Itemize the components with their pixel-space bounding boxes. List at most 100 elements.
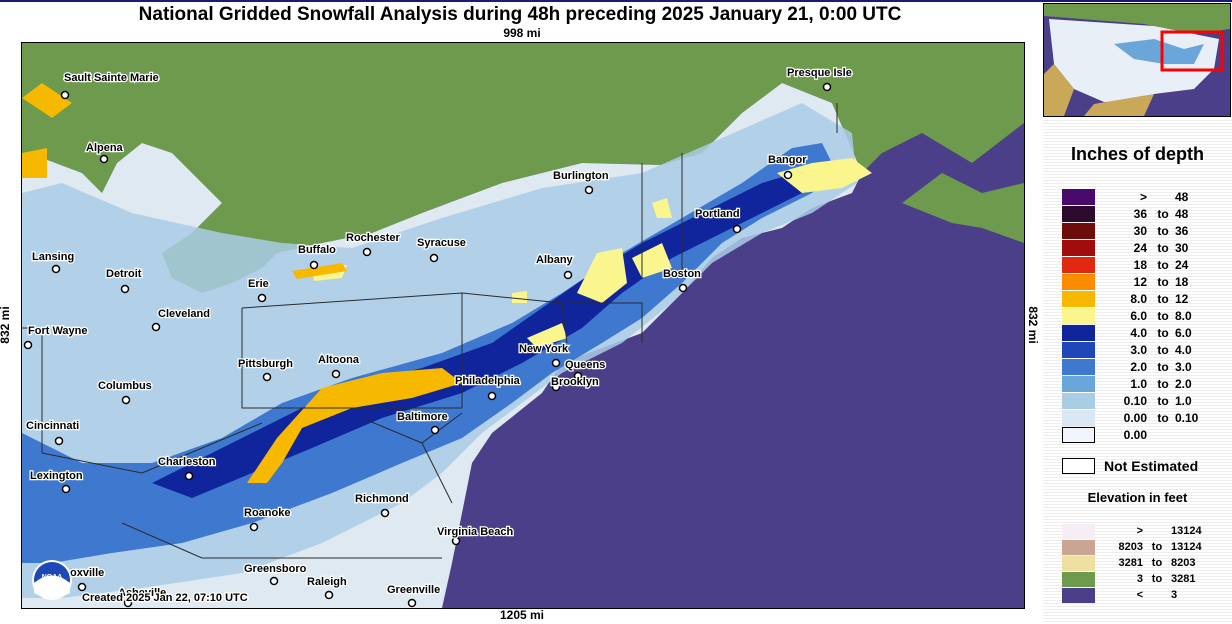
not-estimated-label: Not Estimated (1104, 458, 1199, 474)
city-label-boston: Boston (663, 268, 701, 280)
city-label-greensboro: Greensboro (244, 563, 307, 575)
city-label-greenville: Greenville (387, 584, 440, 596)
city-marker-lexington[interactable] (61, 484, 71, 494)
legend-swatch (1062, 223, 1095, 239)
overview-inset-map[interactable] (1043, 3, 1231, 117)
city-label-queens: Queens (565, 359, 605, 371)
snowfall-map[interactable]: Sault Sainte Marie Alpena Lansing Detroit Fo… (21, 42, 1025, 609)
legend-swatch (1062, 342, 1095, 358)
noaa-logo-text: NOAA (42, 574, 63, 581)
city-marker-albany[interactable] (563, 270, 573, 280)
city-marker-portland[interactable] (732, 224, 742, 234)
city-label-fort-wayne: Fort Wayne (28, 325, 88, 337)
elevation-swatch (1062, 524, 1095, 539)
city-label-altoona: Altoona (318, 354, 360, 366)
snow-band-6to8 (247, 368, 462, 483)
city-marker-burlington[interactable] (584, 185, 594, 195)
city-marker-sault-sainte-marie[interactable] (60, 90, 70, 100)
city-label-philadelphia: Philadelphia (455, 375, 521, 387)
right-height-label: 832 mi (1026, 306, 1040, 344)
city-marker-roanoke[interactable] (249, 522, 259, 532)
noaa-logo: NOAA (32, 560, 72, 600)
city-marker-buffalo[interactable] (309, 260, 319, 270)
city-label-knoxville: oxville (70, 567, 104, 579)
city-label-sault-sainte-marie: Sault Sainte Marie (64, 72, 159, 84)
city-label-erie: Erie (248, 278, 269, 290)
city-marker-pittsburgh[interactable] (262, 372, 272, 382)
city-marker-fort-wayne[interactable] (23, 340, 33, 350)
not-estimated-swatch (1062, 458, 1095, 474)
city-label-charleston: Charleston (158, 456, 216, 468)
city-marker-syracuse[interactable] (429, 253, 439, 263)
legend-swatch (1062, 240, 1095, 256)
legend-swatch (1062, 410, 1095, 426)
city-marker-lansing[interactable] (51, 264, 61, 274)
city-marker-richmond[interactable] (380, 508, 390, 518)
city-label-new-york: New York (519, 343, 569, 355)
city-label-raleigh: Raleigh (307, 576, 347, 588)
city-label-cincinnati: Cincinnati (26, 420, 79, 432)
city-marker-presque-isle[interactable] (822, 82, 832, 92)
legend-swatch (1062, 206, 1095, 222)
elevation-swatch (1062, 556, 1095, 571)
city-label-cleveland: Cleveland (158, 308, 210, 320)
city-marker-charleston[interactable] (184, 471, 194, 481)
city-marker-bangor[interactable] (783, 170, 793, 180)
city-marker-new-york[interactable] (551, 358, 561, 368)
city-marker-columbus[interactable] (121, 395, 131, 405)
elevation-title: Elevation in feet (1087, 490, 1188, 505)
legend-swatch (1062, 308, 1095, 324)
city-label-bangor: Bangor (768, 154, 807, 166)
legend-swatch (1062, 257, 1095, 273)
city-marker-altoona[interactable] (331, 369, 341, 379)
city-marker-virginia-beach[interactable] (451, 536, 461, 546)
city-marker-brooklyn[interactable] (551, 382, 561, 392)
city-label-roanoke: Roanoke (244, 507, 290, 519)
city-label-lansing: Lansing (32, 251, 74, 263)
legend-swatch (1062, 427, 1095, 443)
legend-swatch (1062, 291, 1095, 307)
city-label-rochester: Rochester (346, 232, 401, 244)
city-label-lexington: Lexington (30, 470, 83, 482)
city-marker-cincinnati[interactable] (54, 436, 64, 446)
city-marker-philadelphia[interactable] (487, 391, 497, 401)
created-timestamp: Created 2025 Jan 22, 07:10 UTC (82, 592, 248, 604)
elevation-swatch (1062, 572, 1095, 587)
city-marker-asheville[interactable] (123, 598, 133, 608)
city-label-presque-isle: Presque Isle (787, 67, 852, 79)
canada-land (22, 43, 1024, 293)
snow-band-lake-effect (22, 83, 347, 279)
city-label-asheville: Asheville (118, 587, 166, 599)
bottom-width-label: 1205 mi (499, 608, 545, 622)
city-marker-detroit[interactable] (120, 284, 130, 294)
top-width-label: 998 mi (503, 26, 541, 40)
legend-swatch (1062, 274, 1095, 290)
city-label-portland: Portland (695, 208, 740, 220)
cities-layer: Sault Sainte Marie Alpena Lansing Detroit Fo… (23, 66, 853, 608)
elevation-swatch (1062, 588, 1095, 603)
legend-swatch (1062, 393, 1095, 409)
elevation-swatch (1062, 540, 1095, 555)
city-marker-baltimore[interactable] (430, 425, 440, 435)
inset-highlight-box (1160, 30, 1224, 72)
legend-swatch (1062, 376, 1095, 392)
city-label-alpena: Alpena (86, 142, 124, 154)
snow-band-8to12-ne (312, 158, 872, 348)
city-marker-rochester[interactable] (362, 247, 372, 257)
city-label-richmond: Richmond (355, 493, 409, 505)
city-marker-knoxville[interactable] (77, 582, 87, 592)
city-label-columbus: Columbus (98, 380, 152, 392)
city-marker-boston[interactable] (678, 283, 688, 293)
city-marker-greensboro[interactable] (269, 576, 279, 586)
city-label-virginia-beach: Virginia Beach (437, 526, 513, 538)
city-marker-raleigh[interactable] (324, 590, 334, 600)
legend-swatch (1062, 189, 1095, 205)
city-marker-cleveland[interactable] (151, 322, 161, 332)
city-marker-erie[interactable] (257, 293, 267, 303)
legend-swatch (1062, 325, 1095, 341)
city-marker-alpena[interactable] (99, 154, 109, 164)
city-marker-queens[interactable] (573, 371, 583, 381)
city-marker-greenville[interactable] (407, 598, 417, 608)
legend-title: Inches of depth (1070, 144, 1204, 164)
city-label-buffalo: Buffalo (298, 244, 336, 256)
